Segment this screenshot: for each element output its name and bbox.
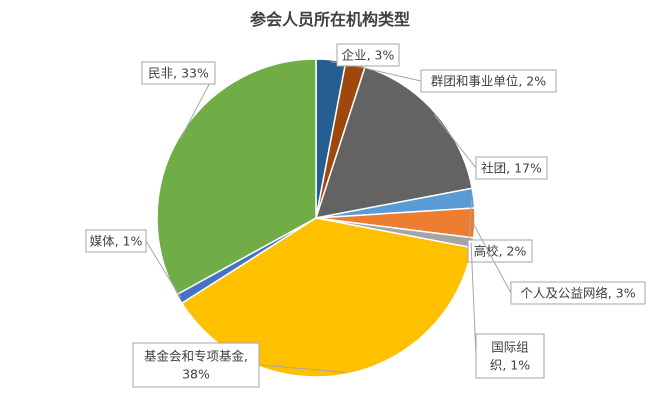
chart-title: 参会人员所在机构类型 [249, 10, 410, 29]
leader-line [258, 364, 346, 373]
data-label-box [141, 61, 216, 85]
data-label: 媒体, 1% [90, 234, 143, 249]
data-label: 民非, 33% [148, 66, 209, 81]
leader-line [470, 242, 477, 357]
data-label-box [475, 333, 545, 379]
data-label-box [336, 43, 400, 67]
pie-slice [314, 65, 474, 219]
leader-line [145, 240, 182, 299]
data-label: 织, 1% [490, 358, 530, 373]
data-label-box [475, 156, 548, 180]
data-label: 38% [182, 367, 210, 382]
data-label-box [510, 281, 646, 305]
data-label: 群团和事业单位, 2% [431, 74, 546, 89]
data-label-box [132, 342, 260, 388]
leader-line [472, 222, 512, 294]
data-label: 国际组 [491, 340, 529, 355]
data-label-box [420, 69, 557, 93]
data-label-box [85, 229, 147, 253]
leader-line [354, 65, 422, 82]
slice-labels: 企业, 3% 群团和事业单位, 2% 社团, 17% 高校, 2% 个人及公益网络, 3… [85, 43, 646, 388]
data-label: 个人及公益网络, 3% [520, 286, 635, 301]
pie-slice [156, 58, 317, 296]
data-label: 高校, 2% [474, 244, 527, 259]
data-label: 企业, 3% [342, 48, 395, 63]
data-label: 基金会和专项基金, [144, 349, 248, 364]
leader-line [433, 113, 477, 169]
pie-slices [156, 58, 476, 378]
data-label-box [467, 239, 533, 263]
data-label: 社团, 17% [481, 161, 542, 176]
